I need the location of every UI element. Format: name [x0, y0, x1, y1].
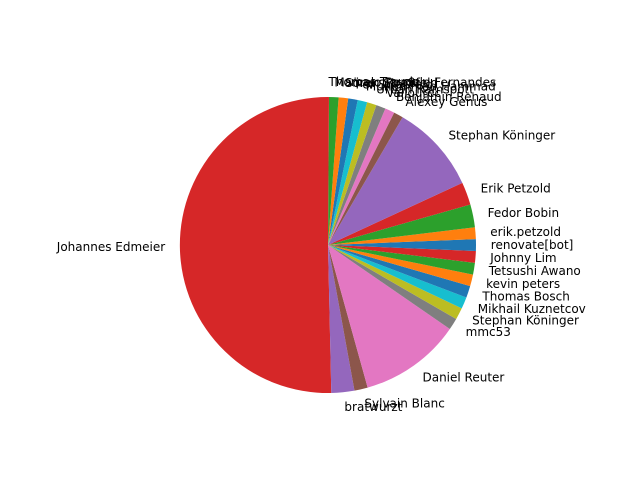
pie-slice: [328, 245, 368, 391]
pie-slice: [328, 245, 462, 319]
slice-label: Erik Petzold: [481, 181, 551, 195]
pie-slice: [328, 112, 403, 245]
slice-label: Marcelo Romulo Fernandes: [334, 75, 496, 89]
slice-label: renovate[bot]: [491, 238, 574, 252]
slice-label: Stephan Köninger: [472, 314, 579, 328]
pie-slice: [328, 182, 471, 245]
slice-label: mmc53: [466, 325, 511, 339]
pie-slice: [328, 227, 476, 245]
pie-slice: [328, 98, 358, 245]
slice-label: Mikhail Kuznetcov: [478, 302, 586, 316]
pie-slice: [328, 97, 349, 245]
slice-label: Johnny Lim: [489, 251, 556, 265]
pie-slice: [328, 239, 476, 251]
slice-label: Thomas Bosch: [481, 290, 569, 304]
slice-label: Sören Straßfeld: [345, 76, 438, 90]
pie-slice: [328, 97, 339, 245]
pie-slices: [179, 96, 476, 393]
pie-slice: [328, 117, 463, 245]
slice-label: Urban Ramspott: [376, 82, 474, 96]
pie-slice: [328, 245, 475, 275]
slice-label: bratwurzt: [344, 400, 402, 414]
pie-slice: [328, 245, 474, 287]
slice-label: Thomas Traude: [328, 75, 421, 89]
slice-label: Stephan Köninger: [448, 128, 555, 142]
slice-label: Tetsushi Awano: [488, 264, 581, 278]
slice-label: erik.petzold: [490, 225, 561, 239]
pie-slice: [328, 245, 355, 393]
pie-slice: [328, 108, 395, 245]
slice-label: Muhammad Hammad: [366, 80, 496, 94]
pie-slice: [328, 102, 377, 245]
pie-slice: [328, 245, 450, 388]
pie-slice: [328, 204, 475, 245]
pie-slice: [328, 100, 368, 246]
pie-slice: [328, 245, 471, 298]
slice-label: Daniel Reuter: [422, 371, 504, 385]
pie-slice: [179, 96, 332, 393]
pie-slice: [328, 105, 386, 246]
slice-label: kevin peters: [486, 277, 560, 291]
pie-slice: [328, 245, 476, 263]
slice-label: Johannes Edmeier: [56, 240, 165, 254]
slice-label: Sylvain Blanc: [364, 397, 444, 411]
pie-slice: [328, 245, 467, 309]
pie-slice: [328, 96, 329, 245]
slice-label: Vallourec: [386, 86, 441, 100]
slice-label: Per Straßfeld: [355, 78, 433, 92]
slice-label: Benjamin Renaud: [396, 90, 502, 104]
pie-slice: [328, 245, 457, 330]
slice-label: Fedor Bobin: [488, 206, 559, 220]
slice-label: Alexey Genus: [405, 95, 487, 109]
